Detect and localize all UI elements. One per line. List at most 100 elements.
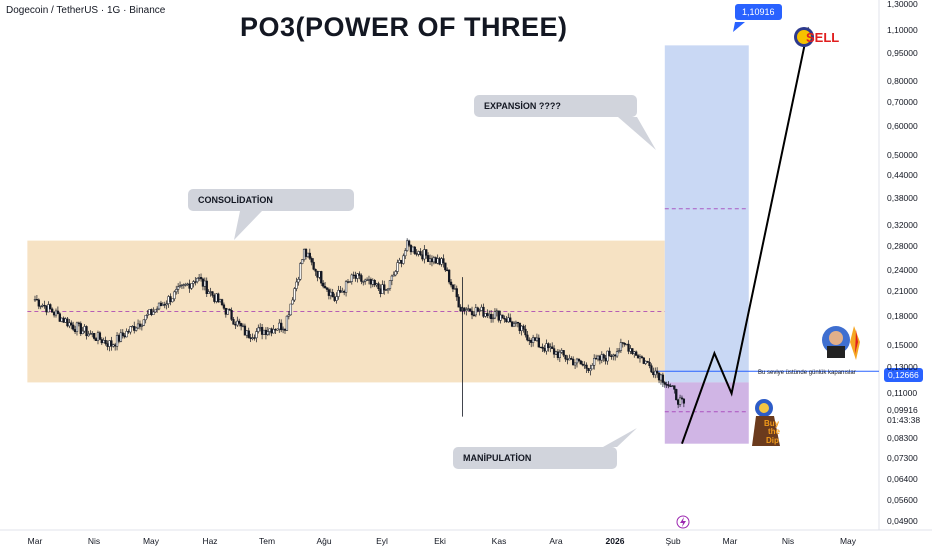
candle-body [285,315,289,331]
candle-body [51,308,54,313]
y-tick-label: 0,04900 [887,516,918,526]
candle-body [161,304,165,307]
candle-body [356,273,359,279]
candle-body [49,304,52,310]
candle-body [409,245,413,253]
level-price-tag: 0,12666 [884,368,923,382]
candle-body [281,328,285,331]
lightning-icon[interactable] [676,515,690,529]
candle-body [205,280,208,294]
candle-body [547,343,550,349]
candle-body [186,283,189,285]
candle-body [520,325,523,331]
candle-body [505,318,508,323]
y-tick-label: 0,28000 [887,241,918,252]
candle-body [217,293,220,303]
candle-body [45,305,48,313]
candle-body [316,270,319,278]
candle-body [528,339,531,342]
candle-body [264,329,268,335]
candle-body [522,325,525,330]
candle-body [37,299,40,307]
candle-body [320,271,323,284]
candle-body [306,252,310,257]
x-tick-label: Mar [27,536,43,546]
candle-body [551,346,554,349]
candle-body [123,335,126,338]
x-tick-label: Kas [491,536,507,546]
candle-body [619,342,623,351]
candle-body [625,343,628,346]
x-tick-label: Mar [722,536,738,546]
consolidation-callout: CONSOLİDATİON [188,189,354,211]
candle-body [58,313,61,322]
candle-body [631,348,634,354]
candle-body [297,279,300,283]
candle-body [457,296,460,308]
candle-body [650,365,653,373]
candle-body [318,271,321,278]
x-tick-label: Eyl [376,536,388,546]
candle-body [510,321,514,327]
candle-body [176,286,180,290]
candle-body [455,288,458,298]
y-tick-label: 0,38000 [887,192,918,203]
candle-body [514,321,518,324]
candle-body [115,335,119,347]
candle-body [503,318,506,320]
candle-body [404,250,407,257]
candle-body [676,399,680,405]
x-tick-label: 2026 [605,536,625,546]
candle-body [440,258,443,265]
candle-body [633,351,636,354]
expansion-label: EXPANSİON ???? [484,101,561,111]
candle-body [562,350,565,356]
x-tick-label: May [142,536,160,546]
candle-body [489,314,493,319]
candle-body [133,325,136,331]
candle-body [556,351,560,358]
consolidation-label: CONSOLİDATİON [198,195,273,205]
candle-body [228,308,231,311]
candle-body [245,330,248,336]
candle-body [644,360,647,364]
candle-body [598,355,602,361]
expansion-callout: EXPANSİON ???? [474,95,637,117]
candle-body [127,331,130,333]
candle-body [405,240,409,251]
candle-body [573,362,577,366]
candle-body [648,361,651,367]
x-tick-label: Ağu [316,536,332,546]
candle-body [93,333,96,339]
candle-body [249,337,252,339]
candle-body [110,340,113,347]
candle-body [266,331,269,335]
candle-body [163,304,166,306]
candle-body [85,326,88,337]
candle-body [675,389,678,401]
manipulation-pointer [603,428,637,447]
y-tick-label: 0,05600 [887,494,918,505]
candle-body [375,283,378,286]
candle-body [594,357,598,360]
current-price-tag: 0,09916 01:43:38 [884,405,924,425]
candle-body [581,363,584,366]
candle-body [268,328,271,332]
candle-body [190,283,193,289]
candle-body [468,308,472,312]
candle-body [680,397,684,400]
candle-body [371,280,374,285]
candle-body [98,332,102,340]
candle-body [72,324,75,330]
candle-body [350,274,353,282]
candle-body [585,364,588,369]
candle-body [341,290,344,293]
candle-body [379,288,382,294]
candle-body [554,351,558,355]
candle-body [488,314,491,317]
candle-body [117,335,121,342]
candle-body [436,258,439,264]
candle-body [459,306,462,312]
candle-body [60,317,63,322]
